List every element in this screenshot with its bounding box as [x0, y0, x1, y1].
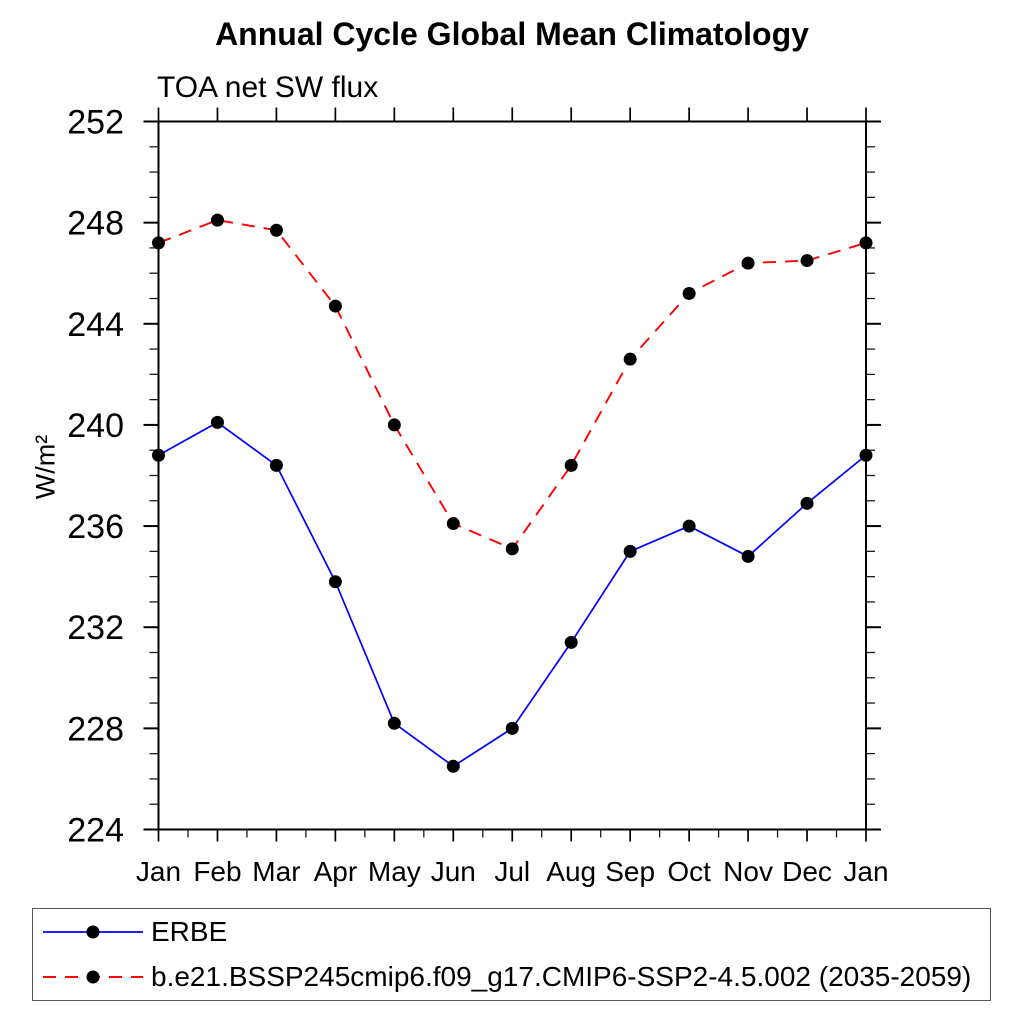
series-0-markers — [152, 415, 873, 773]
x-tick-label: Aug — [546, 856, 596, 887]
series-1-markers — [152, 213, 873, 556]
data-point — [682, 519, 696, 533]
data-point — [152, 236, 165, 250]
legend-sample-dashed-line — [43, 970, 143, 984]
legend-sample-solid-line — [43, 925, 143, 939]
x-tick-label: Mar — [252, 856, 300, 887]
x-axis-tick-labels: Jan Feb Mar Apr May Jun Jul Aug Sep Oct Nov Dec Jan — [136, 856, 889, 887]
data-point — [210, 213, 224, 227]
data-point — [269, 223, 283, 237]
y-tick-label: 228 — [67, 710, 124, 748]
y-tick-label: 224 — [67, 812, 124, 850]
x-tick-label: Dec — [782, 856, 832, 887]
data-point — [210, 415, 224, 429]
data-point — [564, 635, 578, 649]
data-point — [800, 496, 814, 510]
x-tick-label: Jun — [431, 856, 476, 887]
y-tick-label: 252 — [67, 104, 124, 142]
y-axis-minor-ticks — [149, 146, 875, 805]
data-point — [800, 254, 814, 268]
data-point — [446, 759, 460, 773]
x-tick-label: Sep — [605, 856, 655, 887]
legend-label: ERBE — [151, 915, 228, 947]
y-tick-label: 244 — [67, 306, 124, 344]
legend-item-erbe: ERBE — [33, 909, 990, 955]
data-point — [623, 352, 637, 366]
data-point — [505, 542, 519, 556]
x-axis-minor-ticks — [187, 829, 838, 838]
data-point — [623, 544, 637, 558]
y-tick-label: 240 — [67, 407, 124, 445]
y-tick-label: 232 — [67, 609, 124, 647]
data-point — [564, 458, 578, 472]
data-point — [152, 448, 165, 462]
data-point — [741, 256, 755, 270]
x-tick-label: Apr — [314, 856, 358, 887]
series-0-line — [158, 421, 867, 768]
data-point — [328, 299, 342, 313]
x-tick-label: Oct — [667, 856, 711, 887]
y-tick-label: 248 — [67, 205, 124, 243]
data-point — [446, 517, 460, 531]
legend-label: b.e21.BSSP245cmip6.f09_g17.CMIP6-SSP2-4.… — [151, 961, 972, 993]
x-axis-major-ticks — [157, 829, 867, 842]
y-axis-major-ticks — [143, 120, 881, 831]
legend-item-model: b.e21.BSSP245cmip6.f09_g17.CMIP6-SSP2-4.… — [33, 955, 990, 1001]
data-point — [682, 286, 696, 300]
data-point — [269, 458, 283, 472]
legend: ERBE b.e21.BSSP245cmip6.f09_g17.CMIP6-SS… — [32, 908, 991, 1001]
data-point — [387, 418, 401, 432]
data-point — [328, 575, 342, 589]
chart-title: Annual Cycle Global Mean Climatology — [215, 16, 809, 52]
x-tick-label: Jul — [494, 856, 530, 887]
x-tick-label: Feb — [193, 856, 241, 887]
data-point — [387, 716, 401, 730]
data-point — [859, 448, 873, 462]
data-point — [505, 721, 519, 735]
y-tick-label: 236 — [67, 508, 124, 546]
chart-subtitle: TOA net SW flux — [157, 71, 379, 104]
x-tick-label: Nov — [723, 856, 773, 887]
legend-marker-dot — [86, 970, 100, 984]
x-tick-label: May — [368, 856, 421, 887]
top-axis-ticks — [157, 107, 867, 122]
x-tick-label: Jan — [843, 856, 888, 887]
y-axis-tick-labels: 224 228 232 236 240 244 248 252 — [67, 104, 124, 850]
data-point — [741, 549, 755, 563]
data-point — [859, 236, 873, 250]
legend-marker-dot — [86, 925, 100, 939]
series-1-line — [158, 219, 867, 551]
x-tick-label: Jan — [136, 856, 181, 887]
